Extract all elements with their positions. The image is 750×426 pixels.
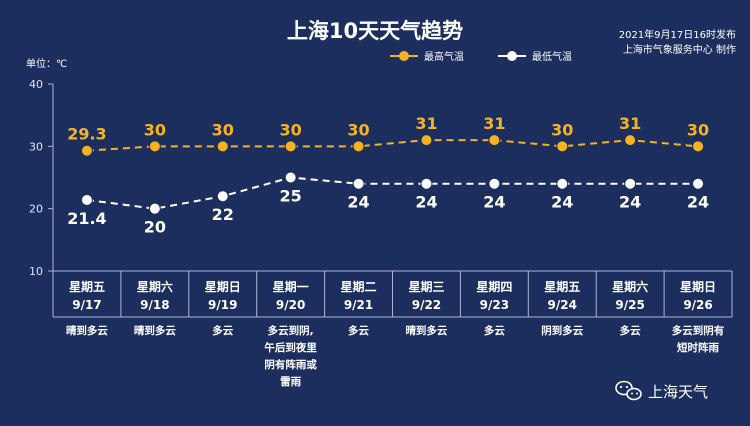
legend-high-label: 最高气温 xyxy=(424,50,464,63)
weekday-label: 星期三 xyxy=(408,279,444,294)
series-low-point xyxy=(624,177,637,190)
series-low-point xyxy=(284,171,297,184)
series-high-value-label: 31 xyxy=(619,114,641,133)
weekday-label: 星期二 xyxy=(341,279,377,294)
series-high-point xyxy=(352,140,365,153)
series-low-point xyxy=(80,193,93,206)
date-label: 9/22 xyxy=(412,298,441,312)
weather-text: 多云 xyxy=(620,324,641,337)
y-tick-label: 10 xyxy=(29,265,43,278)
weather-text: 短时阵雨 xyxy=(677,341,719,354)
weather-text: 午后到夜里 xyxy=(264,341,317,354)
y-tick-label: 20 xyxy=(29,203,43,216)
weekday-label: 星期四 xyxy=(476,279,512,294)
date-label: 9/20 xyxy=(276,298,305,312)
series-low-value-label: 20 xyxy=(144,218,166,237)
series-high-value-label: 31 xyxy=(415,114,437,133)
weekday-label: 星期五 xyxy=(544,279,580,294)
series-high-point xyxy=(624,134,637,147)
wechat-icon xyxy=(615,380,642,401)
axes: 10 20 30 40 xyxy=(29,78,54,278)
series-low-point xyxy=(148,202,161,215)
series-high-point xyxy=(556,140,569,153)
series-high-value-label: 30 xyxy=(347,120,369,139)
series-low-value-label: 24 xyxy=(483,193,505,212)
series-low-line xyxy=(86,176,699,210)
date-label: 9/24 xyxy=(548,298,577,312)
legend-low-label: 最低气温 xyxy=(532,50,572,63)
date-label: 9/17 xyxy=(72,298,101,312)
weekday-label: 星期五 xyxy=(69,279,105,294)
series-high-point xyxy=(148,140,161,153)
weekday-label: 星期六 xyxy=(612,279,648,294)
series-low-value-label: 24 xyxy=(415,193,437,212)
publish-time: 2021年9月17日16时发布 xyxy=(619,28,736,41)
series-high-value-label: 30 xyxy=(280,120,302,139)
weekday-label: 星期日 xyxy=(205,279,241,294)
series-low-value-label: 22 xyxy=(212,205,234,224)
series-low-point xyxy=(488,177,501,190)
weather-text: 多云 xyxy=(484,324,505,337)
legend: 最高气温 最低气温 xyxy=(390,50,572,63)
series-high-value-label: 30 xyxy=(551,120,573,139)
series-high-point xyxy=(692,140,705,153)
weekday-label: 星期日 xyxy=(680,279,716,294)
legend-high-marker xyxy=(399,51,409,61)
series-high-point xyxy=(488,134,501,147)
publisher: 上海市气象服务中心 制作 xyxy=(623,43,736,56)
series-high-line xyxy=(86,139,699,152)
series-low-value-label: 24 xyxy=(687,193,709,212)
series-low-point xyxy=(420,177,433,190)
series-high-value-label: 30 xyxy=(687,120,709,139)
series-low-value-label: 25 xyxy=(280,187,302,206)
weather-text: 晴到多云 xyxy=(66,324,108,337)
weather-text: 晴到多云 xyxy=(405,324,447,337)
series-high-point xyxy=(216,140,229,153)
watermark-text: 上海天气 xyxy=(648,383,708,401)
weather-text: 阴到多云 xyxy=(541,324,583,337)
series-high-point xyxy=(420,134,433,147)
series-low-value-label: 24 xyxy=(619,193,641,212)
weather-text: 阴有阵雨或 xyxy=(264,358,317,371)
y-tick-label: 30 xyxy=(29,140,43,153)
unit-label: 单位：℃ xyxy=(26,57,67,70)
date-label: 9/23 xyxy=(480,298,509,312)
series-low-point xyxy=(692,177,705,190)
y-tick-label: 40 xyxy=(29,78,43,91)
weekday-label: 星期一 xyxy=(273,279,309,294)
series-low-value-label: 21.4 xyxy=(67,209,106,228)
series-low-point xyxy=(352,177,365,190)
date-label: 9/21 xyxy=(344,298,373,312)
date-label: 9/26 xyxy=(683,298,712,312)
series-low-point xyxy=(216,190,229,203)
weekday-label: 星期六 xyxy=(137,279,173,294)
series-high-value-label: 31 xyxy=(483,114,505,133)
watermark: 上海天气 xyxy=(615,380,708,401)
series-high-point xyxy=(80,144,93,157)
date-table: 星期五 9/17 晴到多云 星期六 9/18 晴到多云 星期日 9/19 多云 星期一 9/20 多云… xyxy=(52,270,733,388)
weather-text: 雷雨 xyxy=(280,376,301,388)
series-low-point xyxy=(556,177,569,190)
plot-area: 29.3 30 30 30 30 31 31 30 31 30 21.4 20 22 25 24 24 24 24… xyxy=(67,114,709,237)
date-label: 9/18 xyxy=(140,298,169,312)
series-low-value-label: 24 xyxy=(551,193,573,212)
series-low-value-label: 24 xyxy=(347,193,369,212)
weather-text: 多云到阴, xyxy=(268,324,314,337)
chart-title: 上海10天天气趋势 xyxy=(287,19,463,43)
date-label: 9/19 xyxy=(208,298,237,312)
date-label: 9/25 xyxy=(615,298,644,312)
series-high-point xyxy=(284,140,297,153)
legend-low-marker xyxy=(507,51,517,61)
weather-text: 多云 xyxy=(212,324,233,337)
series-high-value-label: 30 xyxy=(144,120,166,139)
weather-text: 晴到多云 xyxy=(134,324,176,337)
weather-text: 多云 xyxy=(348,324,369,337)
series-high-value-label: 29.3 xyxy=(67,125,106,144)
weather-text: 多云到阴有 xyxy=(672,324,725,337)
series-high-value-label: 30 xyxy=(212,120,234,139)
